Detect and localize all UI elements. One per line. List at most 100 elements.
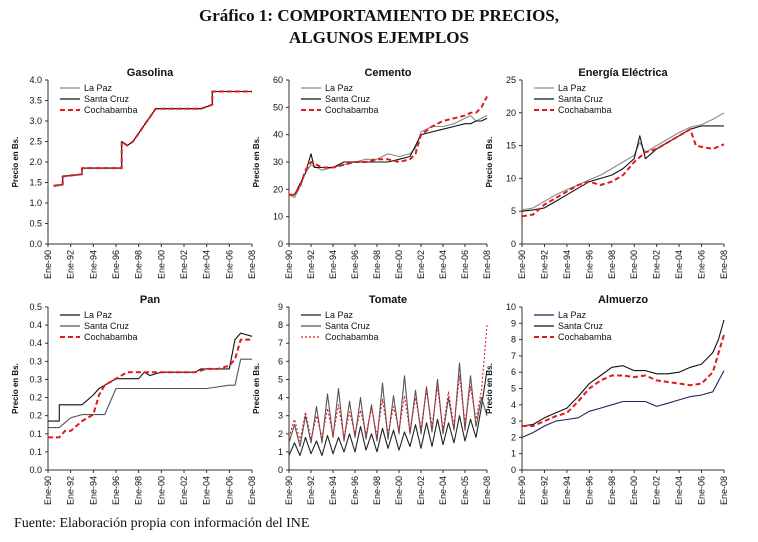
series-line	[48, 332, 253, 422]
x-tick-label: Ene-06	[697, 250, 707, 279]
series-line	[48, 358, 252, 429]
y-tick-label: 8	[278, 320, 283, 330]
x-tick-label: Ene-94	[328, 250, 338, 279]
x-tick-label: Ene-94	[88, 476, 98, 505]
x-tick-label: Ene-96	[111, 250, 121, 279]
y-tick-label: 3	[511, 416, 516, 426]
y-tick-label: 9	[511, 318, 516, 328]
x-tick-label: Ene-92	[539, 476, 549, 505]
legend-label: La Paz	[325, 83, 354, 93]
legend-label: Cochabamba	[325, 332, 379, 342]
x-tick-label: Ene-04	[202, 476, 212, 505]
chart-title: Cemento	[364, 67, 411, 79]
y-tick-label: 50	[273, 102, 283, 112]
x-tick-label: Ene-00	[156, 250, 166, 279]
chart-panel: Energía Eléctrica 0 5 10 15 20 25 Precio en Bs.…	[485, 67, 729, 279]
x-tick-label: Ene-98	[134, 250, 144, 279]
source-footer: Fuente: Elaboración propia con informaci…	[14, 516, 310, 531]
figure-title-line-2: ALGUNOS EJEMPLOS	[289, 28, 469, 47]
x-tick-label: Ene-00	[629, 250, 639, 279]
legend-label: Cochabamba	[558, 105, 612, 115]
figure-title-line-1: Gráfico 1: COMPORTAMIENTO DE PRECIOS,	[198, 6, 559, 25]
x-tick-label: Ene-06	[697, 476, 707, 505]
y-tick-label: 1.0	[29, 198, 42, 208]
y-tick-label: 4.0	[29, 75, 42, 85]
chart-panel: Gasolina 0.0 0.5 1.0 1.5 2.0 2.5 3.0 3.5 4.0 Preci…	[11, 67, 257, 279]
y-tick-label: 1	[511, 449, 516, 459]
x-tick-label: Ene-94	[562, 250, 572, 279]
x-tick-label: Ene-08	[247, 250, 257, 279]
legend-label: Santa Cruz	[325, 94, 371, 104]
x-tick-label: Ene-98	[372, 250, 382, 279]
y-tick-label: 0.2	[29, 393, 42, 403]
series-line	[521, 370, 725, 438]
legend-label: La Paz	[84, 83, 113, 93]
y-tick-label: 0	[278, 465, 283, 475]
chart-panel: Almuerzo 0 1 2 3 4 5 6 7 8 9 10 Precio en Bs. Ene-90 E…	[485, 294, 729, 505]
x-tick-label: Ene-08	[719, 476, 729, 505]
y-tick-label: 0.0	[29, 239, 42, 249]
y-axis-label: Precio en Bs.	[11, 363, 20, 414]
x-tick-label: Ene-06	[224, 476, 234, 505]
y-axis-label: Precio en Bs.	[11, 137, 20, 188]
x-tick-label: Ene-04	[674, 476, 684, 505]
y-tick-label: 9	[278, 302, 283, 312]
legend-label: Cochabamba	[84, 105, 138, 115]
chart-title: Tomate	[369, 294, 407, 306]
legend-label: Santa Cruz	[325, 321, 371, 331]
series-line	[53, 90, 252, 187]
x-tick-label: Ene-06	[224, 250, 234, 279]
y-tick-label: 0.5	[29, 219, 42, 229]
chart-title: Almuerzo	[598, 294, 648, 306]
series-line	[522, 334, 725, 427]
chart-title: Pan	[140, 294, 160, 306]
legend-label: Santa Cruz	[84, 94, 130, 104]
x-tick-label: Ene-96	[350, 250, 360, 279]
series-line	[288, 370, 488, 457]
legend-label: Santa Cruz	[84, 321, 130, 331]
y-axis-label: Precio en Bs.	[252, 363, 261, 414]
x-tick-label: Ene-04	[674, 250, 684, 279]
x-tick-label: Ene-98	[607, 476, 617, 505]
y-tick-label: 8	[511, 335, 516, 345]
x-tick-label: Ene-04	[438, 250, 448, 279]
y-tick-label: 0.0	[29, 465, 42, 475]
y-tick-label: 3.5	[29, 96, 42, 106]
legend-label: La Paz	[84, 310, 113, 320]
y-tick-label: 6	[511, 367, 516, 377]
y-tick-label: 7	[511, 351, 516, 361]
legend-label: Cochabamba	[558, 332, 612, 342]
series-line	[288, 325, 488, 442]
y-tick-label: 1.5	[29, 178, 42, 188]
legend-label: La Paz	[325, 310, 354, 320]
y-tick-label: 3	[278, 411, 283, 421]
y-tick-label: 6	[278, 356, 283, 366]
x-tick-label: Ene-98	[372, 476, 382, 505]
x-tick-label: Ene-06	[460, 250, 470, 279]
y-tick-label: 2.5	[29, 137, 42, 147]
chart-title: Energía Eléctrica	[578, 67, 668, 79]
x-tick-label: Ene-00	[394, 476, 404, 505]
chart-title: Gasolina	[127, 67, 174, 79]
y-tick-label: 2	[278, 429, 283, 439]
x-tick-label: Ene-08	[247, 476, 257, 505]
x-tick-label: Ene-04	[202, 250, 212, 279]
y-tick-label: 0.1	[29, 429, 42, 439]
x-tick-label: Ene-04	[438, 476, 448, 505]
legend-label: La Paz	[558, 310, 587, 320]
x-tick-label: Ene-90	[43, 250, 53, 279]
y-tick-label: 4	[278, 393, 283, 403]
x-tick-label: Ene-96	[350, 476, 360, 505]
x-tick-label: Ene-98	[607, 250, 617, 279]
y-axis-label: Precio en Bs.	[485, 363, 494, 414]
y-tick-label: 5	[511, 206, 516, 216]
x-tick-label: Ene-98	[134, 476, 144, 505]
x-tick-label: Ene-90	[284, 476, 294, 505]
x-tick-label: Ene-94	[328, 476, 338, 505]
x-tick-label: Ene-92	[539, 250, 549, 279]
y-axis-label: Precio en Bs.	[485, 137, 494, 188]
x-tick-label: Ene-08	[482, 250, 492, 279]
y-tick-label: 15	[506, 141, 516, 151]
y-tick-label: 0.3	[29, 356, 42, 366]
x-tick-label: Ene-90	[43, 476, 53, 505]
